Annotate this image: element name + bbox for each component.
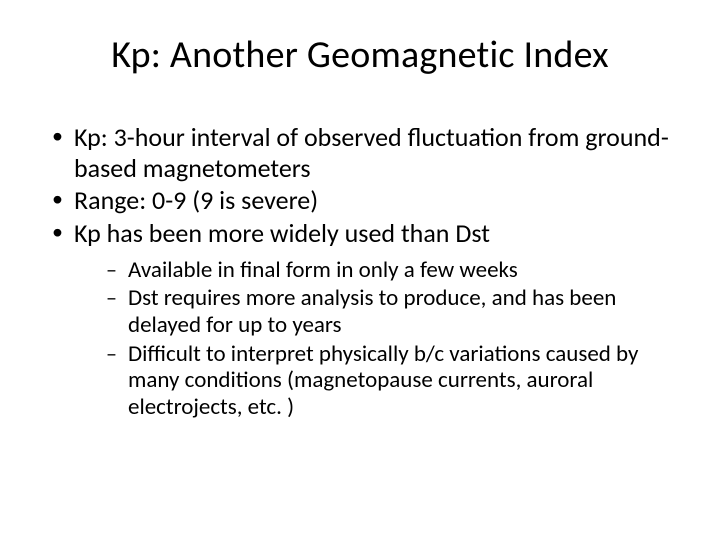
bullet-item: Range: 0-9 (9 is severe) [48, 185, 684, 216]
bullet-item: Kp: 3-hour interval of observed fluctuat… [48, 122, 684, 183]
sub-bullet-item: Difficult to interpret physically b/c va… [104, 341, 684, 421]
sub-bullet-list: Available in final form in only a few we… [74, 257, 684, 421]
sub-bullet-item: Available in final form in only a few we… [104, 257, 684, 284]
bullet-item: Kp has been more widely used than Dst Av… [48, 218, 684, 421]
sub-bullet-item: Dst requires more analysis to produce, a… [104, 285, 684, 338]
bullet-text: Kp has been more widely used than Dst [74, 217, 490, 249]
slide-title: Kp: Another Geomagnetic Index [36, 32, 684, 78]
bullet-list: Kp: 3-hour interval of observed fluctuat… [36, 122, 684, 421]
